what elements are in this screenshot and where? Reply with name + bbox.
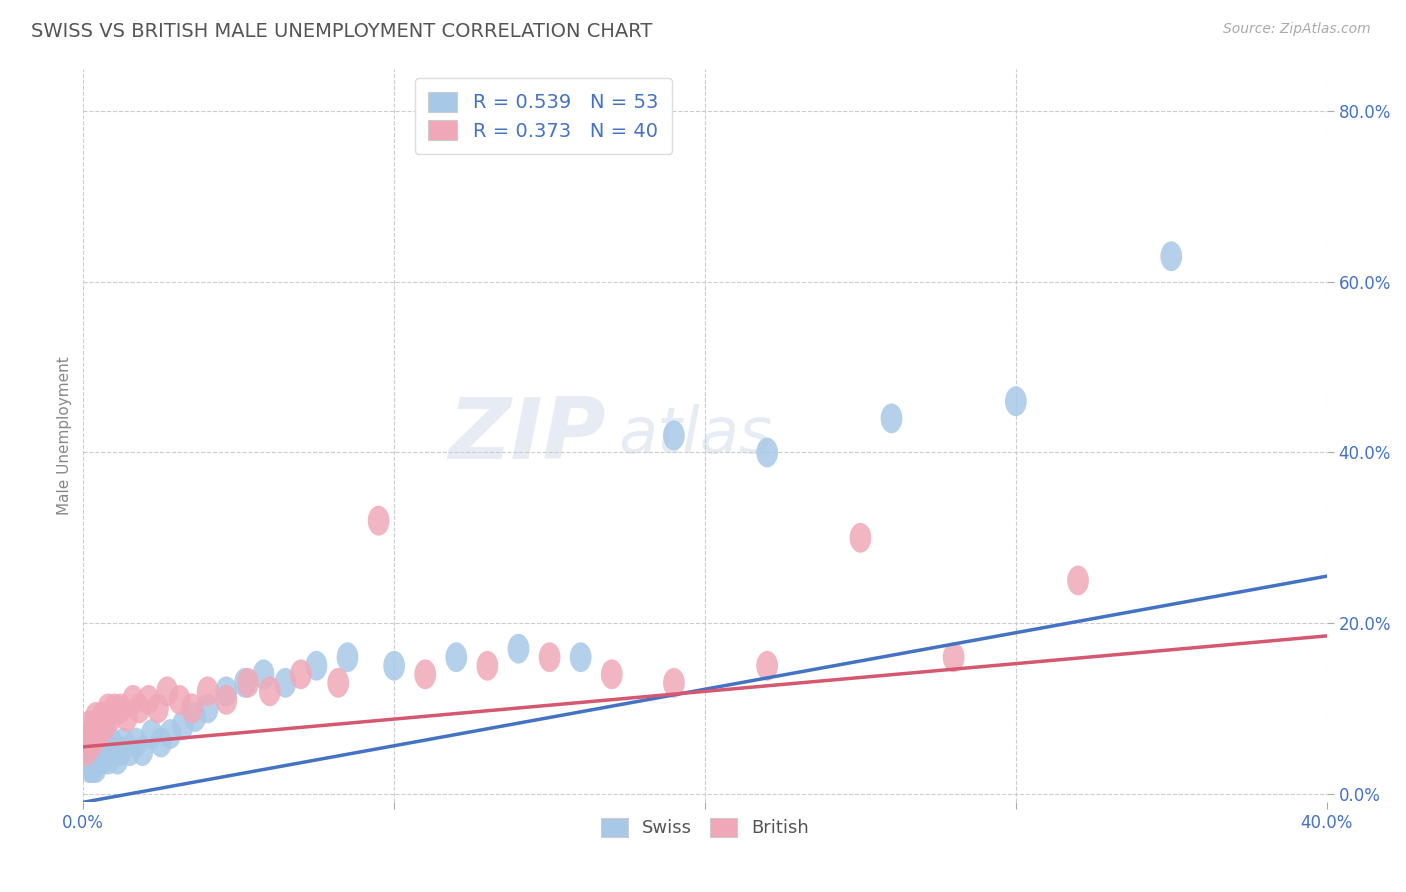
Ellipse shape [384,651,405,681]
Ellipse shape [89,728,110,757]
Ellipse shape [79,753,100,783]
Ellipse shape [120,736,141,766]
Ellipse shape [169,685,191,714]
Ellipse shape [943,642,965,673]
Ellipse shape [477,651,498,681]
Ellipse shape [148,693,169,723]
Ellipse shape [132,736,153,766]
Ellipse shape [1160,242,1182,271]
Ellipse shape [756,651,778,681]
Ellipse shape [84,728,107,757]
Ellipse shape [91,745,112,774]
Ellipse shape [89,736,110,766]
Ellipse shape [110,693,132,723]
Text: atlas: atlas [619,404,772,467]
Ellipse shape [84,753,107,783]
Ellipse shape [756,438,778,467]
Ellipse shape [664,668,685,698]
Ellipse shape [415,659,436,690]
Ellipse shape [664,420,685,450]
Ellipse shape [100,736,122,766]
Ellipse shape [94,711,115,740]
Ellipse shape [79,728,100,757]
Legend: Swiss, British: Swiss, British [593,811,817,845]
Ellipse shape [112,728,135,757]
Ellipse shape [1005,386,1026,417]
Ellipse shape [538,642,561,673]
Ellipse shape [84,702,107,731]
Ellipse shape [125,728,148,757]
Ellipse shape [89,745,110,774]
Ellipse shape [79,719,100,749]
Ellipse shape [197,693,218,723]
Ellipse shape [159,719,181,749]
Ellipse shape [215,676,238,706]
Ellipse shape [91,728,112,757]
Ellipse shape [110,736,132,766]
Ellipse shape [79,736,100,766]
Ellipse shape [368,506,389,535]
Ellipse shape [128,693,150,723]
Ellipse shape [880,403,903,434]
Ellipse shape [238,668,259,698]
Ellipse shape [82,753,104,783]
Text: Source: ZipAtlas.com: Source: ZipAtlas.com [1223,22,1371,37]
Ellipse shape [89,711,110,740]
Y-axis label: Male Unemployment: Male Unemployment [58,356,72,515]
Ellipse shape [82,719,104,749]
Ellipse shape [150,728,172,757]
Ellipse shape [259,676,281,706]
Ellipse shape [94,728,115,757]
Ellipse shape [84,736,107,766]
Text: SWISS VS BRITISH MALE UNEMPLOYMENT CORRELATION CHART: SWISS VS BRITISH MALE UNEMPLOYMENT CORRE… [31,22,652,41]
Ellipse shape [84,711,107,740]
Ellipse shape [600,659,623,690]
Ellipse shape [849,523,872,553]
Ellipse shape [233,668,256,698]
Ellipse shape [76,736,97,766]
Ellipse shape [253,659,274,690]
Ellipse shape [1067,566,1088,595]
Ellipse shape [76,736,97,766]
Ellipse shape [569,642,592,673]
Ellipse shape [82,728,104,757]
Ellipse shape [82,745,104,774]
Ellipse shape [305,651,328,681]
Ellipse shape [104,693,125,723]
Ellipse shape [446,642,467,673]
Ellipse shape [107,745,128,774]
Ellipse shape [76,728,97,757]
Ellipse shape [115,702,138,731]
Ellipse shape [100,728,122,757]
Ellipse shape [215,685,238,714]
Ellipse shape [328,668,349,698]
Ellipse shape [76,728,97,757]
Ellipse shape [172,711,194,740]
Ellipse shape [197,676,218,706]
Ellipse shape [79,711,100,740]
Ellipse shape [97,745,120,774]
Ellipse shape [100,702,122,731]
Ellipse shape [104,736,125,766]
Ellipse shape [274,668,297,698]
Ellipse shape [91,702,112,731]
Ellipse shape [94,736,115,766]
Ellipse shape [82,736,104,766]
Ellipse shape [290,659,312,690]
Ellipse shape [138,685,159,714]
Ellipse shape [82,728,104,757]
Ellipse shape [141,719,163,749]
Text: ZIP: ZIP [449,394,606,477]
Ellipse shape [82,719,104,749]
Ellipse shape [89,719,110,749]
Ellipse shape [79,745,100,774]
Ellipse shape [97,693,120,723]
Ellipse shape [156,676,179,706]
Ellipse shape [184,702,207,731]
Ellipse shape [76,745,97,774]
Ellipse shape [122,685,143,714]
Ellipse shape [508,633,530,664]
Ellipse shape [181,693,202,723]
Ellipse shape [336,642,359,673]
